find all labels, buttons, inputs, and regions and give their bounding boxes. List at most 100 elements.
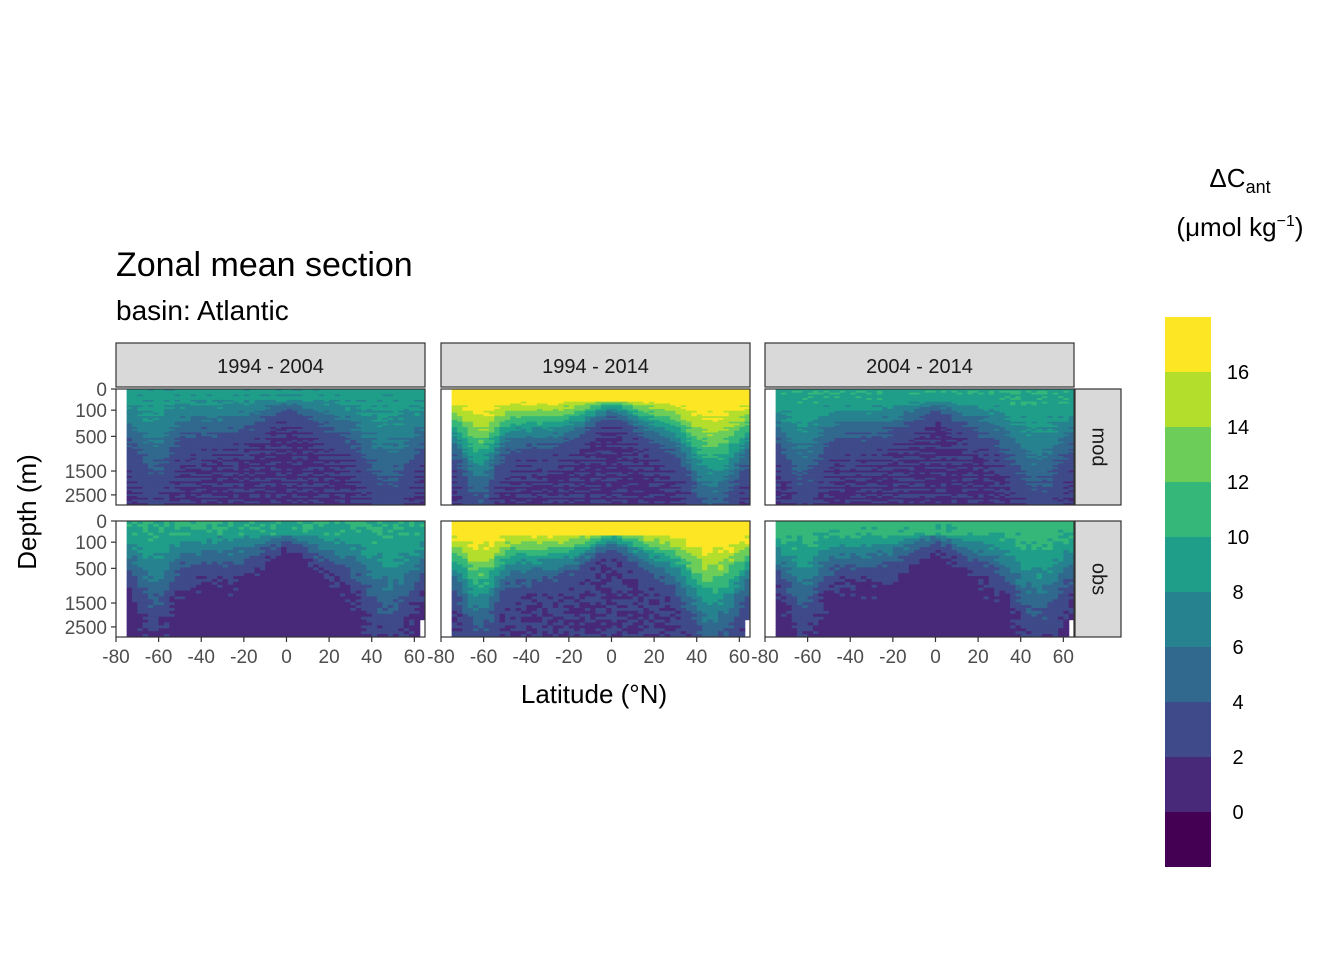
heatmap-cell [574,410,581,414]
heatmap-cell [451,432,458,435]
heatmap-cell [137,501,144,504]
heatmap-cell [147,479,154,483]
heatmap-cell [222,474,229,477]
heatmap-cell [222,425,229,428]
heatmap-cell [552,410,559,414]
heatmap-cell [334,459,341,463]
heatmap-cell [563,412,570,415]
heatmap-cell [281,447,288,450]
heatmap-cell [419,432,425,435]
heatmap-cell [334,503,341,505]
heatmap-cell [579,407,586,410]
heatmap-cell [680,394,687,397]
heatmap-cell [398,503,405,505]
heatmap-cell [659,432,666,435]
heatmap-cell [398,414,405,417]
heatmap-cell [190,457,197,461]
heatmap-cell [638,396,645,399]
heatmap-cell [632,412,639,415]
heatmap-cell [520,392,527,396]
heatmap-cell [142,412,149,415]
heatmap-cell [579,416,586,419]
heatmap-cell [307,466,314,470]
heatmap-cell [297,495,304,499]
heatmap-cell [249,437,256,441]
heatmap-cell [153,492,160,495]
heatmap-cell [233,405,240,408]
heatmap-cell [238,448,245,452]
heatmap-cell [712,418,719,421]
heatmap-cell [126,419,133,423]
heatmap-cell [616,398,623,401]
heatmap-cell [409,472,415,475]
heatmap-cell [515,403,522,406]
heatmap-cell [345,434,352,437]
heatmap-cell [259,445,266,448]
heatmap-cell [217,398,224,401]
heatmap-cell [504,412,511,415]
heatmap-cell [158,434,165,437]
heatmap-cell [718,414,724,417]
heatmap-cell [185,401,192,405]
heatmap-cell [238,474,245,477]
heatmap-cell [217,501,224,504]
heatmap-cell [377,483,383,486]
heatmap-cell [185,430,192,434]
heatmap-cell [744,408,750,412]
heatmap-cell [643,390,650,394]
heatmap-cell [249,396,256,399]
heatmap-cell [355,441,362,444]
heatmap-cell [297,477,304,481]
heatmap-cell [217,459,224,463]
heatmap-cell [595,394,602,397]
heatmap-cell [504,419,511,423]
heatmap-cell [211,486,218,490]
heatmap-cell [243,452,250,455]
heatmap-cell [147,419,154,423]
heatmap-cell [366,501,373,504]
heatmap-cell [409,486,415,490]
heatmap-cell [355,419,362,423]
heatmap-cell [179,494,186,497]
heatmap-cell [712,389,719,392]
heatmap-cell [227,448,234,452]
heatmap-cell [147,450,154,454]
heatmap-cell [323,481,330,484]
heatmap-cell [622,416,629,419]
heatmap-cell [286,436,293,439]
heatmap-cell [350,466,357,470]
heatmap-cell [462,419,469,423]
heatmap-cell [222,441,229,444]
heatmap-cell [137,389,144,392]
heatmap-cell [307,463,314,466]
heatmap-cell [211,483,218,486]
heatmap-cell [414,418,421,421]
heatmap-cell [163,445,170,448]
heatmap-cell [302,490,309,493]
heatmap-cell [600,403,607,406]
heatmap-cell [398,390,405,394]
heatmap-cell [179,410,186,414]
heatmap-cell [302,465,309,468]
heatmap-cell [179,503,186,505]
heatmap-cell [371,488,378,492]
heatmap-cell [563,396,570,399]
heatmap-cell [398,399,405,403]
heatmap-cell [297,421,304,425]
heatmap-cell [233,439,240,443]
heatmap-cell [297,481,304,484]
heatmap-cell [163,437,170,441]
heatmap-cell [222,418,229,421]
heatmap-cell [126,414,133,417]
heatmap-cell [265,501,272,504]
heatmap-cell [249,479,256,483]
heatmap-cell [158,497,165,501]
heatmap-cell [606,416,613,419]
heatmap-cell [616,394,623,397]
heatmap-cell [393,468,399,472]
heatmap-cell [414,470,421,473]
heatmap-cell [174,454,181,457]
heatmap-cell [462,425,469,428]
heatmap-cell [510,418,517,421]
heatmap-cell [371,483,378,486]
